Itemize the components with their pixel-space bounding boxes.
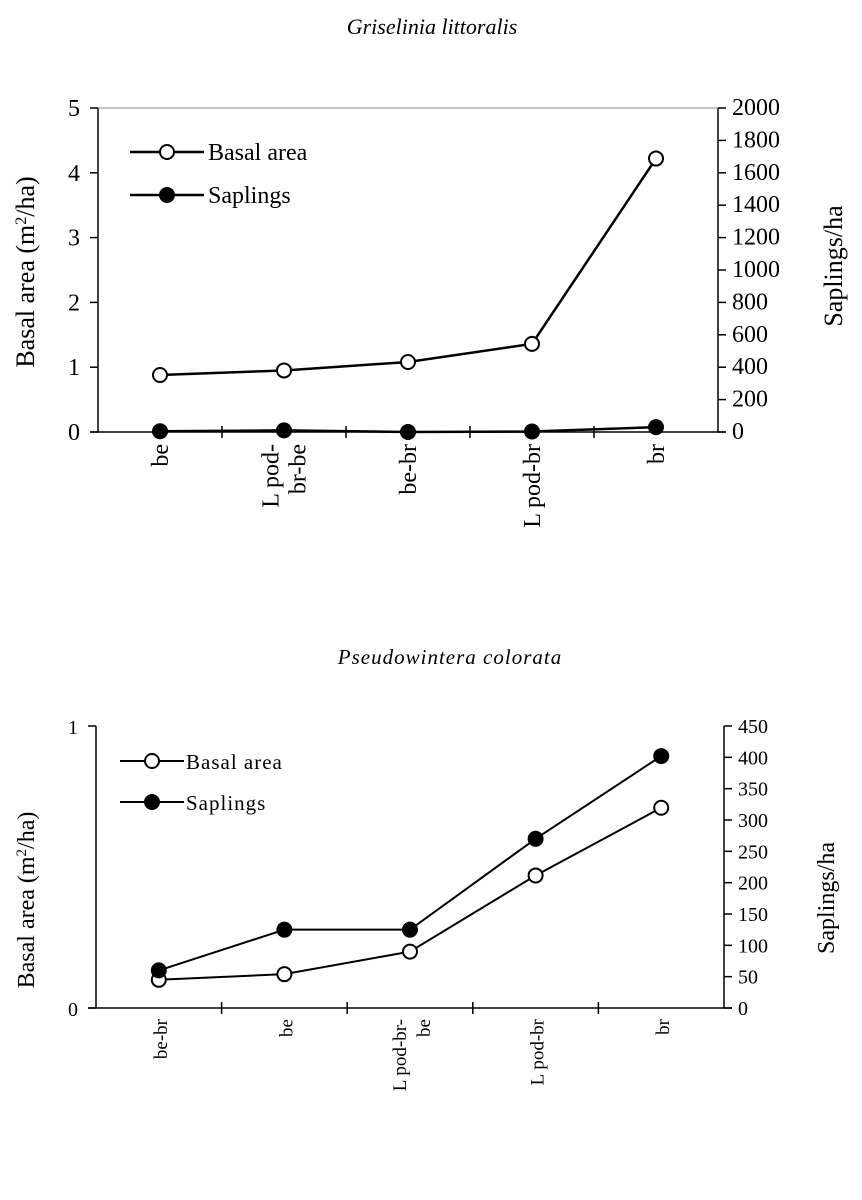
data-point-basal-area — [276, 362, 292, 379]
chart-pseudowintera: Pseudowintera colorata Basal area (m2/ha… — [14, 645, 840, 1091]
series-line-saplings — [158, 755, 662, 972]
legend-marker-basal-area — [144, 753, 160, 769]
y2-tick-label: 800 — [732, 289, 768, 315]
y-tick-label: 5 — [68, 96, 80, 122]
data-point-basal-area — [276, 966, 293, 983]
legend-label-saplings: Saplings — [186, 791, 266, 815]
x-tick-label: be — [276, 1019, 297, 1037]
data-point-saplings — [400, 424, 416, 440]
data-point-basal-area — [524, 335, 540, 352]
data-point-basal-area — [527, 867, 544, 884]
chart-title: Griselinia littoralis — [347, 14, 518, 39]
legend-label-basal-area: Basal area — [186, 750, 283, 774]
y2-tick-label: 1200 — [732, 225, 780, 251]
data-point-saplings — [152, 423, 168, 440]
x-tick-label: be — [148, 444, 174, 467]
y-tick-label: 1 — [68, 355, 80, 381]
x-tick-label: L pod-br — [520, 444, 546, 528]
chart-title: Pseudowintera colorata — [337, 645, 562, 669]
data-point-saplings — [653, 748, 670, 765]
y2-tick-label: 1000 — [732, 257, 780, 283]
x-tick-label: L pod-br — [528, 1018, 549, 1085]
x-tick-label: L pod-br-be — [390, 1019, 435, 1091]
x-tick-label-line: be — [276, 1019, 297, 1037]
x-tick-label: br — [653, 1018, 674, 1035]
y2-tick-label: 450 — [738, 716, 768, 738]
legend-marker-basal-area — [159, 144, 175, 160]
y2-axis-label: Saplings/ha — [814, 842, 840, 954]
data-point-saplings — [276, 422, 292, 439]
y2-tick-label: 2000 — [732, 95, 780, 121]
data-point-saplings — [648, 419, 664, 436]
y-tick-label: 4 — [68, 161, 80, 187]
y2-tick-label: 200 — [732, 387, 768, 413]
x-tick-label-line: be — [148, 444, 174, 467]
y2-tick-label: 0 — [732, 419, 744, 445]
x-tick-label: br — [644, 444, 670, 464]
x-tick-label-line: L pod-br — [528, 1018, 549, 1085]
y-tick-label: 1 — [68, 717, 78, 739]
chart-griselinia: Griselinia littoralis Basal area (m2/ha)… — [11, 14, 848, 528]
x-tick-label-line: be — [414, 1019, 435, 1037]
x-tick-label-line: br — [653, 1018, 674, 1035]
y-tick-label: 0 — [68, 999, 78, 1021]
y2-tick-label: 400 — [732, 354, 768, 380]
x-tick-label: be-br — [396, 444, 422, 495]
data-point-basal-area — [402, 943, 418, 960]
data-point-basal-area — [648, 150, 664, 167]
legend-marker-saplings — [159, 187, 175, 203]
y2-tick-label: 0 — [738, 998, 748, 1020]
y2-tick-label: 1600 — [732, 160, 780, 186]
data-point-basal-area — [152, 366, 168, 383]
x-tick-label-line: L pod- — [259, 444, 285, 508]
data-point-saplings — [150, 962, 167, 979]
legend-marker-saplings — [144, 794, 160, 810]
y2-tick-label: 400 — [738, 747, 768, 769]
x-tick-label-line: br-be — [286, 444, 312, 494]
y2-tick-label: 1400 — [732, 192, 780, 218]
x-tick-label: L pod-br-be — [259, 444, 312, 508]
y2-tick-label: 600 — [732, 322, 768, 348]
legend: Basal area Saplings — [120, 750, 283, 815]
x-tick-label-line: L pod-br — [520, 444, 546, 528]
y2-axis-label: Saplings/ha — [819, 205, 848, 327]
y-tick-label: 2 — [68, 290, 80, 316]
data-point-basal-area — [400, 354, 416, 371]
x-tick-label-line: br — [644, 444, 670, 464]
x-tick-label-line: be-br — [151, 1018, 172, 1059]
x-tick-label-line: L pod-br- — [390, 1019, 411, 1091]
y2-tick-label: 150 — [738, 904, 768, 926]
data-point-saplings — [276, 921, 293, 938]
y2-tick-label: 200 — [738, 873, 768, 895]
legend: Basal area Saplings — [130, 140, 308, 209]
data-point-saplings — [402, 921, 418, 938]
data-point-basal-area — [653, 799, 670, 816]
data-point-saplings — [524, 423, 540, 440]
legend-label-saplings: Saplings — [208, 183, 291, 209]
legend-label-basal-area: Basal area — [208, 140, 308, 166]
y-tick-label: 0 — [68, 420, 80, 446]
y2-tick-label: 50 — [738, 967, 758, 989]
y2-tick-label: 100 — [738, 935, 768, 957]
y2-tick-label: 1800 — [732, 127, 780, 153]
x-tick-label: be-br — [151, 1018, 172, 1059]
x-tick-label-line: be-br — [396, 444, 422, 495]
y-axis-label: Basal area (m2/ha) — [11, 176, 40, 367]
y2-tick-label: 300 — [738, 810, 768, 832]
y-axis-label: Basal area (m2/ha) — [14, 812, 40, 989]
y2-tick-label: 250 — [738, 841, 768, 863]
y2-tick-label: 350 — [738, 779, 768, 801]
data-point-saplings — [527, 830, 544, 847]
y-tick-label: 3 — [68, 226, 80, 252]
